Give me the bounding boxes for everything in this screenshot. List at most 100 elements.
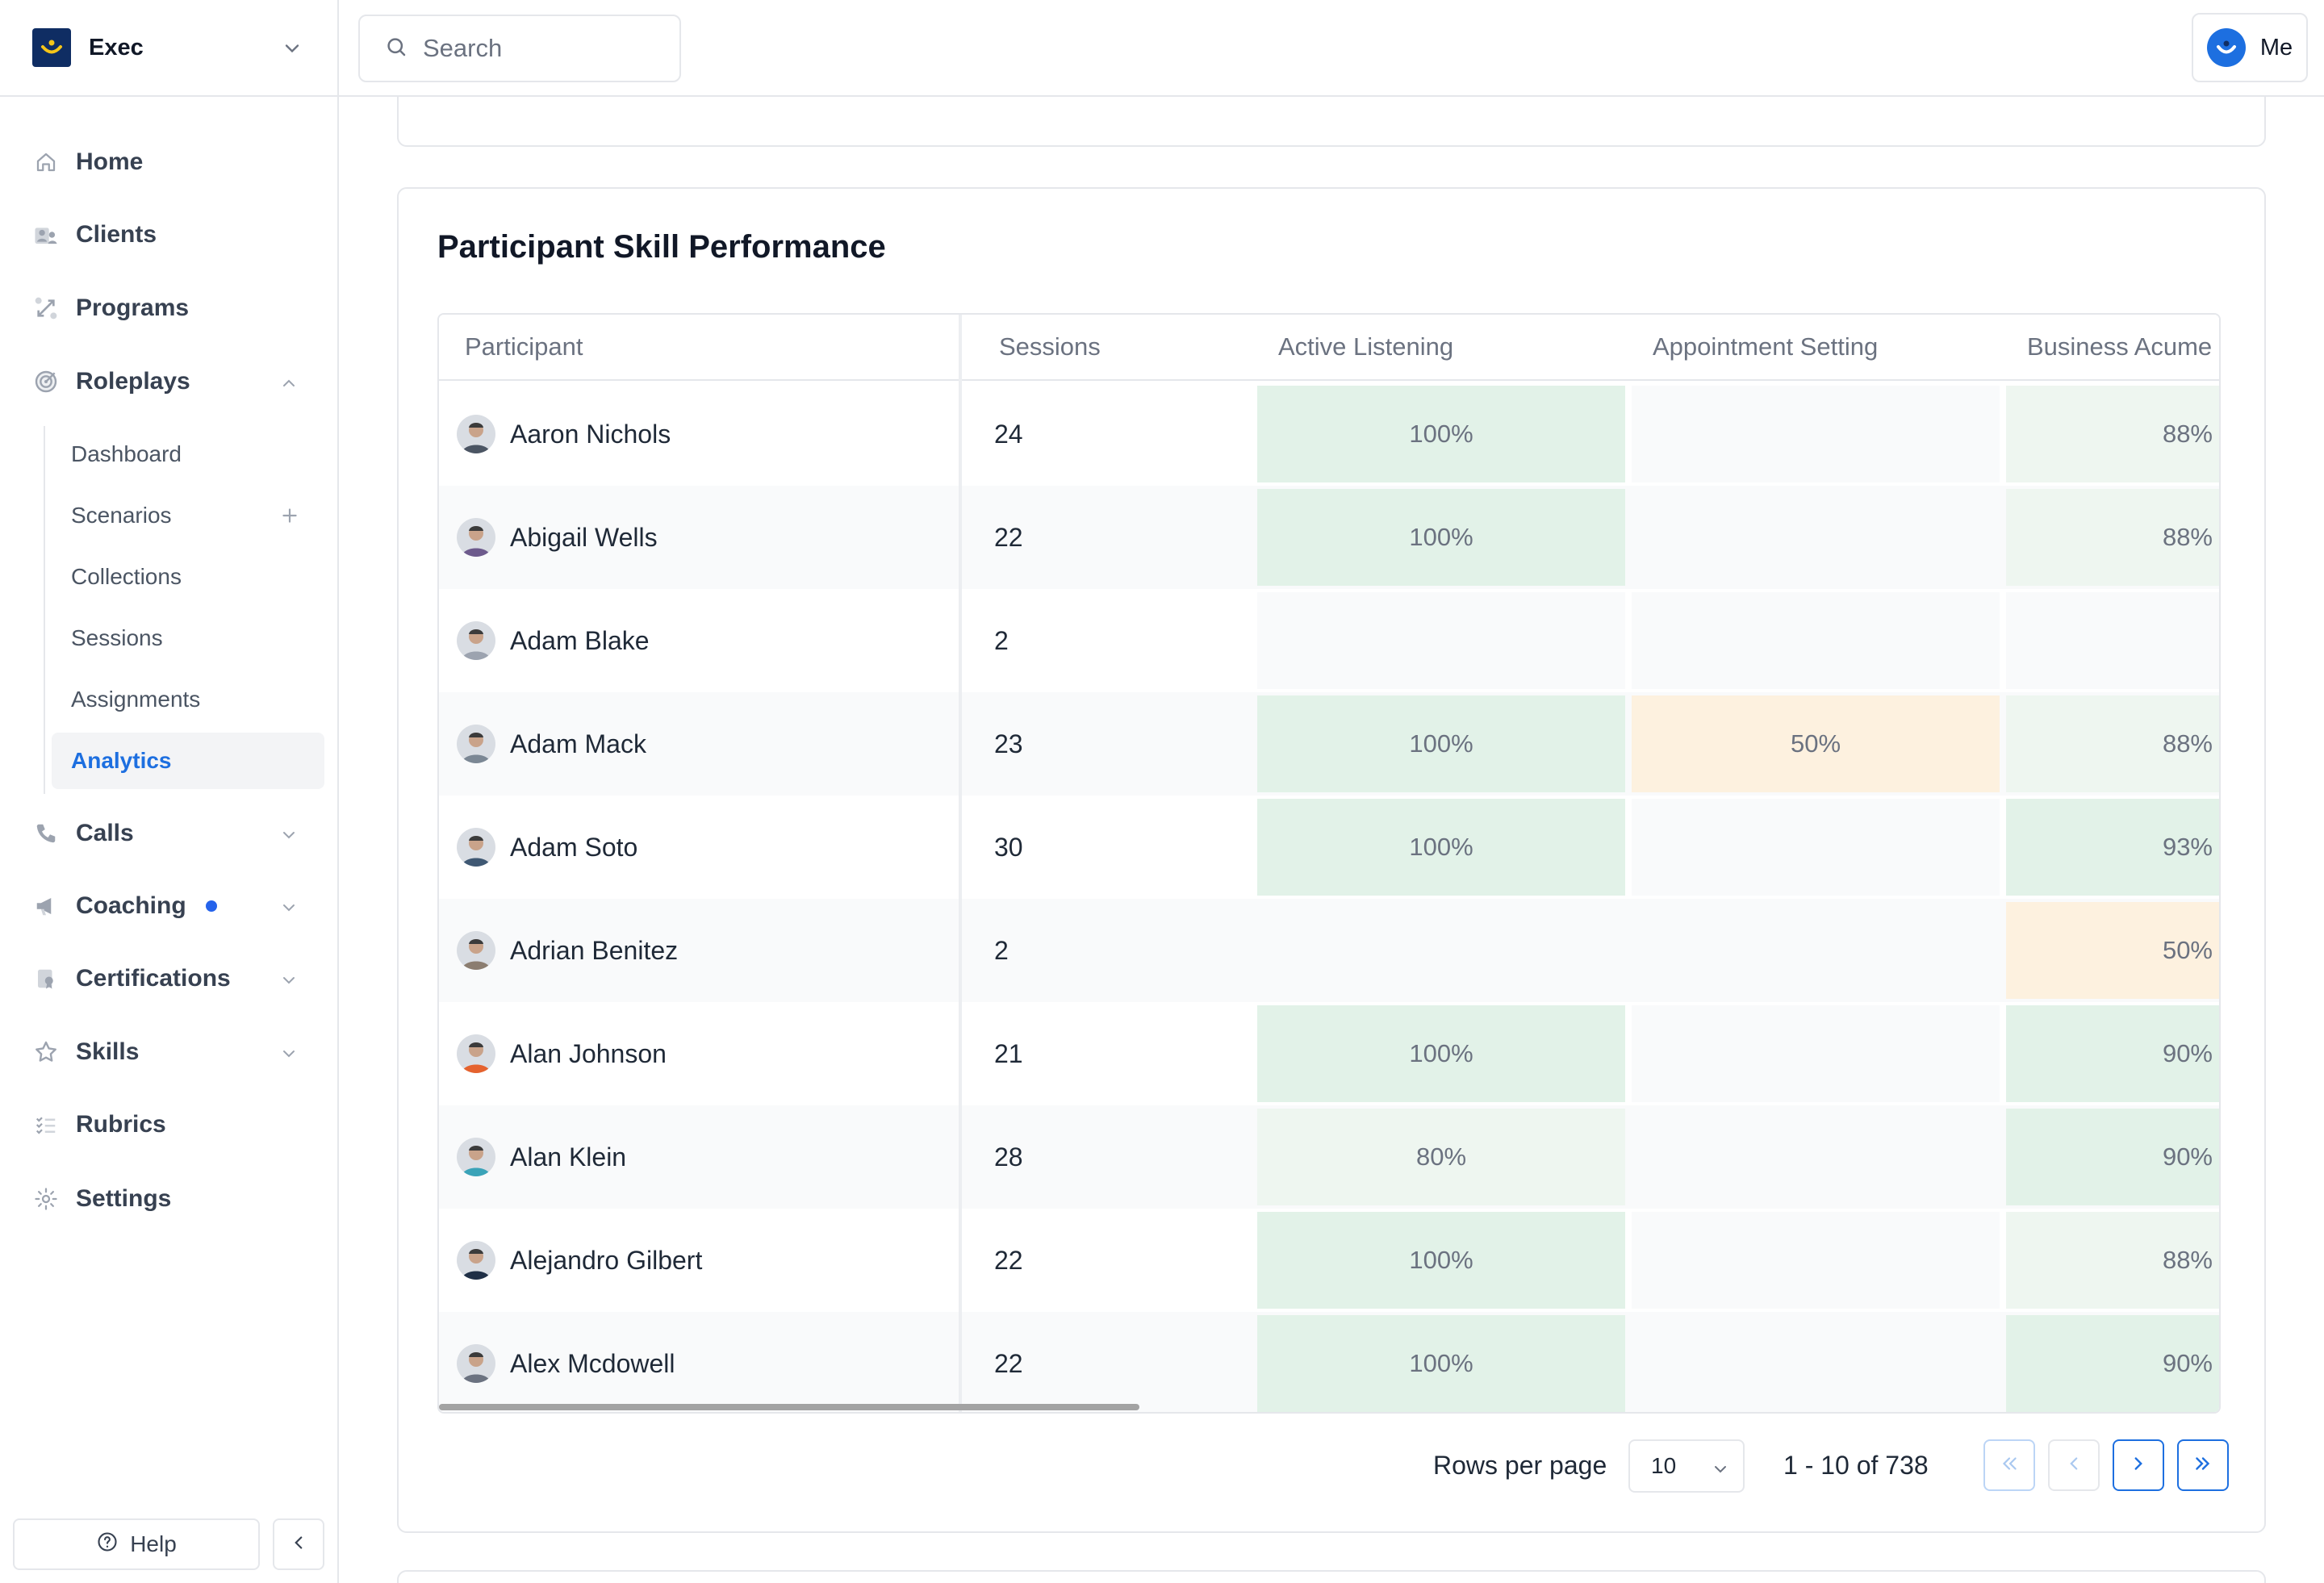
avatar — [457, 518, 495, 557]
score-cell-appointment-setting — [1632, 489, 2000, 586]
pagination: Rows per page 10 1 - 10 of 738 — [399, 1439, 2264, 1496]
certificate-icon — [32, 965, 60, 992]
sidebar-item-programs[interactable]: Programs — [0, 284, 337, 332]
table-row[interactable]: Adrian Benitez 2 50% — [439, 899, 2219, 1002]
participant-cell: Alan Klein — [439, 1105, 959, 1209]
participant-name: Alan Johnson — [510, 1038, 667, 1068]
score-cell-business-acumen: 88% — [2006, 489, 2219, 586]
score-cell-active-listening: 100% — [1257, 489, 1625, 586]
sidebar-item-calls[interactable]: Calls — [0, 809, 337, 858]
subnav-item-dashboard[interactable]: Dashboard — [71, 441, 182, 466]
sidebar-item-coaching[interactable]: Coaching — [0, 882, 337, 930]
help-button[interactable]: Help — [13, 1518, 260, 1570]
horizontal-scrollbar[interactable] — [439, 1404, 1139, 1410]
column-header-sessions[interactable]: Sessions — [999, 332, 1101, 361]
sidebar-item-roleplays[interactable]: Roleplays — [0, 357, 337, 406]
avatar — [457, 1034, 495, 1073]
previous-card — [397, 97, 2266, 147]
next-card — [397, 1570, 2266, 1583]
score-cell-active-listening: 100% — [1257, 695, 1625, 792]
chevron-down-icon — [1711, 1459, 1730, 1485]
chevron-down-icon — [279, 898, 299, 921]
clients-icon — [32, 221, 60, 249]
skill-performance-card: Participant Skill Performance Participan… — [397, 187, 2266, 1533]
subnav-item-assignments[interactable]: Assignments — [71, 687, 201, 712]
question-circle-icon — [96, 1531, 119, 1559]
score-cell-active-listening: 100% — [1257, 1212, 1625, 1309]
chevron-down-icon — [281, 37, 303, 64]
rows-per-page-select[interactable]: 10 — [1628, 1439, 1745, 1493]
subnav-item-collections[interactable]: Collections — [71, 564, 182, 589]
subnav-item-label: Scenarios — [71, 503, 172, 528]
megaphone-icon — [32, 892, 60, 920]
table-row[interactable]: Aaron Nichols 24 100% 88% — [439, 382, 2219, 486]
last-page-button[interactable] — [2177, 1439, 2229, 1491]
score-cell-active-listening — [1257, 902, 1625, 999]
score-cell-active-listening: 100% — [1257, 799, 1625, 896]
participant-cell: Adam Mack — [439, 692, 959, 796]
sessions-cell: 22 — [994, 1348, 1023, 1378]
participant-cell: Alan Johnson — [439, 1002, 959, 1105]
chevron-up-icon — [279, 374, 299, 397]
table-row[interactable]: Adam Soto 30 100% 93% — [439, 796, 2219, 899]
user-menu-button[interactable]: Me — [2192, 13, 2308, 82]
column-header-appointment-setting[interactable]: Appointment Setting — [1653, 332, 1879, 361]
first-page-button[interactable] — [1983, 1439, 2035, 1491]
score-cell-active-listening: 100% — [1257, 1315, 1625, 1412]
home-icon — [32, 148, 60, 176]
sidebar-item-home[interactable]: Home — [0, 138, 337, 186]
participant-cell: Adrian Benitez — [439, 899, 959, 1002]
chevrons-left-icon — [1999, 1453, 2020, 1478]
sidebar-item-label: Coaching — [76, 892, 186, 919]
sidebar-item-clients[interactable]: Clients — [0, 211, 337, 259]
sidebar-item-skills[interactable]: Skills — [0, 1028, 337, 1076]
help-label: Help — [130, 1531, 177, 1556]
sidebar-item-label: Clients — [76, 221, 157, 248]
sessions-cell: 2 — [994, 935, 1009, 965]
table-row[interactable]: Abigail Wells 22 100% 88% — [439, 486, 2219, 589]
avatar — [457, 931, 495, 970]
column-header-active-listening[interactable]: Active Listening — [1278, 332, 1454, 361]
table-row[interactable]: Alejandro Gilbert 22 100% 88% — [439, 1209, 2219, 1312]
chevron-down-icon — [279, 971, 299, 994]
sidebar-item-certifications[interactable]: Certifications — [0, 954, 337, 1003]
table-row[interactable]: Alan Johnson 21 100% 90% — [439, 1002, 2219, 1105]
next-page-button[interactable] — [2113, 1439, 2164, 1491]
subnav-item-sessions[interactable]: Sessions — [71, 625, 163, 650]
skill-performance-table[interactable]: Participant Sessions Active Listening Ap… — [437, 313, 2221, 1414]
participant-cell: Adam Soto — [439, 796, 959, 899]
org-logo-icon — [32, 28, 71, 67]
participant-cell: Aaron Nichols — [439, 382, 959, 486]
chevron-right-icon — [2128, 1453, 2149, 1478]
table-row[interactable]: Alex Mcdowell 22 100% 90% — [439, 1312, 2219, 1412]
search-input[interactable]: Search — [358, 15, 681, 82]
previous-page-button[interactable] — [2048, 1439, 2100, 1491]
participant-cell: Alejandro Gilbert — [439, 1209, 959, 1312]
table-row[interactable]: Adam Blake 2 — [439, 589, 2219, 692]
sidebar-item-label: Roleplays — [76, 368, 190, 395]
score-cell-business-acumen: 88% — [2006, 386, 2219, 482]
collapse-sidebar-button[interactable] — [273, 1518, 324, 1570]
plus-icon[interactable] — [279, 505, 300, 532]
participant-name: Adrian Benitez — [510, 935, 679, 965]
column-header-participant[interactable]: Participant — [465, 332, 583, 361]
participant-cell: Adam Blake — [439, 589, 959, 692]
avatar — [457, 1241, 495, 1280]
target-icon — [32, 368, 60, 395]
table-row[interactable]: Adam Mack 23 100% 50% 88% — [439, 692, 2219, 796]
table-row[interactable]: Alan Klein 28 80% 90% — [439, 1105, 2219, 1209]
score-cell-business-acumen: 90% — [2006, 1109, 2219, 1205]
sessions-cell: 22 — [994, 522, 1023, 552]
sessions-cell: 2 — [994, 625, 1009, 655]
score-cell-appointment-setting — [1632, 1315, 2000, 1412]
sidebar-item-rubrics[interactable]: Rubrics — [0, 1101, 337, 1149]
column-header-business-acumen[interactable]: Business Acume — [2027, 332, 2213, 361]
sidebar-item-settings[interactable]: Settings — [0, 1175, 337, 1223]
subnav-item-scenarios[interactable]: Scenarios — [52, 487, 324, 544]
org-name: Exec — [89, 34, 144, 61]
org-switcher[interactable]: Exec — [0, 0, 337, 97]
score-cell-business-acumen: 90% — [2006, 1315, 2219, 1412]
subnav-item-analytics[interactable]: Analytics — [52, 733, 324, 789]
sessions-cell: 23 — [994, 729, 1023, 758]
